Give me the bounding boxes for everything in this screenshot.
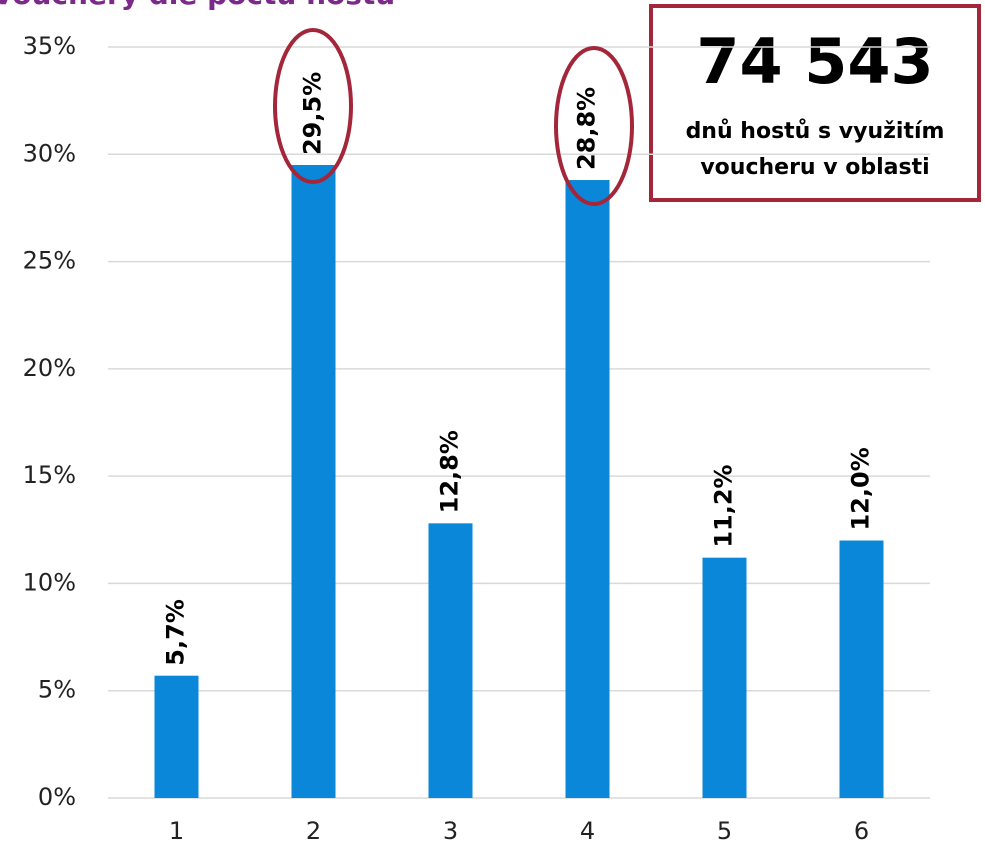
value-label: 12,8% [436, 430, 464, 513]
bar [428, 523, 473, 798]
chart-title: vouchery dle počtu hostů [0, 0, 395, 11]
bar [565, 180, 610, 798]
highlight-ellipse [273, 28, 353, 184]
x-tick-label: 4 [580, 817, 595, 845]
value-label: 11,2% [710, 464, 738, 547]
bar [154, 675, 199, 798]
value-label: 28,8% [573, 87, 601, 170]
value-label: 5,7% [162, 599, 190, 666]
highlight-ellipse [554, 46, 634, 206]
y-tick-label: 10% [23, 568, 76, 596]
x-tick-label: 1 [169, 817, 184, 845]
x-tick-label: 6 [854, 817, 869, 845]
x-tick-label: 5 [717, 817, 732, 845]
y-tick-label: 15% [23, 461, 76, 489]
x-tick-label: 2 [306, 817, 321, 845]
value-label: 29,5% [299, 72, 327, 155]
annotation-value: 74 543 [696, 25, 933, 98]
annotation-line: dnů hostů s využitím [686, 119, 945, 144]
y-tick-label: 20% [23, 354, 76, 382]
value-label: 12,0% [847, 447, 875, 530]
annotation-line: voucheru v oblasti [700, 155, 929, 180]
y-tick-label: 0% [38, 783, 76, 811]
y-tick-label: 5% [38, 676, 76, 704]
bar [291, 165, 336, 798]
y-tick-label: 30% [23, 139, 76, 167]
bar [839, 540, 884, 798]
y-tick-label: 25% [23, 247, 76, 275]
y-tick-label: 35% [23, 32, 76, 60]
x-tick-label: 3 [443, 817, 458, 845]
bar [702, 557, 747, 798]
annotation-box [649, 4, 981, 202]
